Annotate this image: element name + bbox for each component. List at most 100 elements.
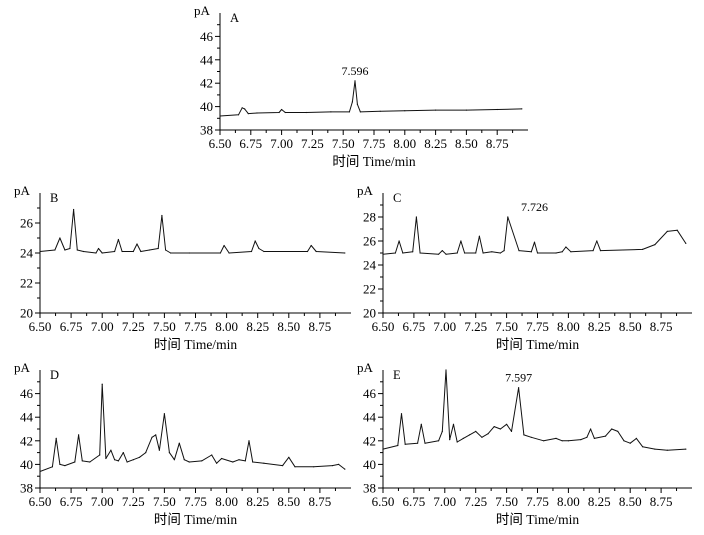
data-point	[95, 252, 97, 254]
x-axis-label: 时间 Time/min	[496, 337, 579, 352]
data-point	[173, 459, 175, 461]
data-point	[382, 253, 384, 255]
data-point	[219, 252, 221, 254]
x-tick-label: 8.25	[246, 494, 269, 509]
data-point	[456, 441, 458, 443]
data-point	[263, 462, 265, 464]
chart-panel-b: 6.50 6.75 7.00 7.25 7.50 7.75 8.00 8.25 8.50 8.75…	[14, 183, 351, 352]
data-point	[460, 240, 462, 242]
data-point	[55, 437, 57, 439]
y-tick-label: 46	[200, 29, 214, 44]
data-point	[580, 439, 582, 441]
data-point	[438, 440, 440, 442]
data-point	[400, 413, 403, 415]
data-point	[499, 252, 501, 254]
series-line-e	[382, 369, 686, 451]
data-point	[151, 436, 153, 438]
data-point	[642, 248, 644, 250]
x-tick-label: 7.00	[433, 494, 456, 509]
data-point	[165, 249, 167, 251]
y-tick-label: 40	[20, 457, 33, 472]
data-point	[481, 436, 483, 438]
data-point	[415, 216, 417, 218]
y-tick-label: 38	[20, 481, 33, 496]
data-point	[561, 440, 563, 442]
data-point	[449, 439, 451, 441]
data-point	[263, 250, 265, 253]
data-point	[482, 252, 484, 254]
data-point	[158, 449, 160, 451]
panel-label: E	[393, 368, 401, 382]
data-point	[518, 250, 520, 252]
data-point	[132, 250, 134, 253]
y-axis-label: pA	[194, 3, 211, 18]
data-point	[604, 435, 607, 437]
data-point	[356, 103, 358, 105]
y-tick-label: 28	[363, 210, 376, 225]
x-axis-label: 时间 Time/min	[154, 512, 237, 527]
data-point	[39, 470, 41, 473]
x-tick-label: 8.75	[486, 136, 509, 151]
data-point	[201, 460, 203, 462]
data-point	[237, 114, 240, 116]
x-tick-label: 7.25	[122, 319, 145, 334]
data-point	[76, 249, 78, 251]
data-point	[188, 461, 190, 463]
data-point	[78, 434, 80, 436]
y-tick-label: 22	[363, 282, 376, 297]
data-point	[530, 251, 532, 253]
data-point	[183, 459, 185, 461]
data-point	[518, 387, 520, 389]
data-point	[121, 250, 123, 253]
x-tick-label: 8.75	[650, 494, 673, 509]
data-point	[642, 446, 644, 448]
data-point	[315, 250, 317, 253]
data-point	[73, 208, 75, 211]
x-axis-label: 时间 Time/min	[496, 512, 579, 527]
data-point	[338, 463, 340, 465]
x-tick-label: 8.25	[588, 319, 611, 334]
data-point	[211, 454, 213, 456]
x-tick-label: 7.50	[332, 136, 355, 151]
y-tick-label: 46	[363, 386, 377, 401]
data-point	[404, 110, 406, 112]
data-point	[491, 251, 493, 253]
data-point	[244, 460, 246, 462]
y-tick-label: 20	[20, 306, 33, 321]
data-point	[452, 423, 455, 425]
data-point	[530, 436, 532, 438]
chart-panel-d: 6.50 6.75 7.00 7.25 7.50 7.75 8.00 8.25 8.50 8.75…	[14, 360, 351, 527]
data-point	[313, 466, 315, 468]
x-axis-label: 时间 Time/min	[154, 337, 237, 352]
data-point	[81, 460, 83, 462]
data-point	[114, 250, 116, 253]
data-point	[533, 241, 536, 243]
data-point	[82, 250, 85, 253]
x-tick-label: 8.00	[557, 319, 580, 334]
x-tick-label: 7.00	[433, 319, 456, 334]
data-point	[523, 434, 525, 436]
data-point	[138, 456, 141, 458]
x-tick-label: 7.50	[153, 319, 176, 334]
x-tick-label: 7.25	[301, 136, 324, 151]
data-point	[654, 448, 656, 450]
data-point	[412, 251, 414, 253]
data-point	[122, 452, 124, 454]
x-tick-label: 8.50	[619, 494, 642, 509]
data-point	[397, 444, 399, 447]
x-tick-label: 8.50	[455, 136, 478, 151]
x-tick-label: 8.25	[246, 319, 269, 334]
data-point	[140, 250, 142, 253]
data-point	[635, 437, 638, 439]
data-point	[468, 434, 471, 436]
data-point	[247, 113, 249, 115]
x-tick-label: 7.50	[153, 494, 176, 509]
data-point	[382, 448, 384, 450]
data-point	[89, 461, 91, 463]
x-tick-label: 6.50	[29, 319, 52, 334]
y-tick-label: 44	[20, 410, 34, 425]
x-tick-label: 8.00	[215, 319, 238, 334]
x-tick-label: 6.50	[29, 494, 52, 509]
data-point	[126, 461, 128, 463]
x-tick-label: 7.75	[184, 494, 207, 509]
